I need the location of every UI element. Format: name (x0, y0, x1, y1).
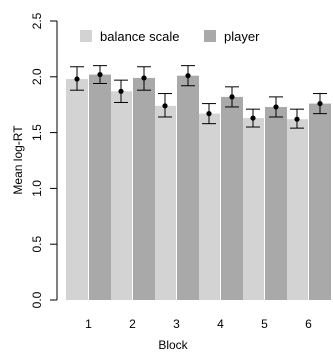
mean-point-balance-scale-block-3 (162, 103, 168, 109)
mean-point-balance-scale-block-4 (206, 111, 212, 117)
legend-label-player: player (224, 29, 260, 44)
x-tick-label-5: 5 (261, 317, 268, 331)
error-bars-layer (70, 65, 327, 129)
mean-point-balance-scale-block-6 (294, 116, 300, 122)
bar-balance-scale-block-1 (66, 79, 88, 300)
x-tick-label-1: 1 (85, 317, 92, 331)
y-tick-label-2.5: 2.5 (30, 12, 44, 29)
y-tick-label-1.5: 1.5 (30, 124, 44, 141)
mean-point-player-block-4 (229, 94, 235, 100)
bar-balance-scale-block-4 (198, 113, 220, 301)
bar-player-block-3 (177, 75, 199, 301)
mean-point-balance-scale-block-1 (74, 76, 80, 82)
x-axis: 1 2 3 4 5 6 (85, 317, 312, 331)
y-tick-label-2.0: 2.0 (30, 68, 44, 85)
y-axis-label: Mean log-RT (11, 125, 25, 195)
mean-point-balance-scale-block-5 (250, 115, 256, 121)
bar-balance-scale-block-3 (154, 105, 176, 300)
x-tick-label-2: 2 (129, 317, 136, 331)
mean-point-player-block-2 (141, 75, 147, 81)
legend-label-balance-scale: balance scale (100, 29, 180, 44)
y-tick-label-0.5: 0.5 (30, 236, 44, 253)
x-tick-label-4: 4 (217, 317, 224, 331)
mean-point-player-block-3 (185, 73, 191, 79)
y-axis: 0.0 0.5 1.0 1.5 2.0 2.5 (30, 12, 57, 308)
bar-balance-scale-block-5 (242, 118, 264, 300)
mean-point-player-block-6 (317, 100, 323, 107)
mean-point-balance-scale-block-2 (118, 88, 124, 94)
bar-player-block-5 (265, 106, 287, 300)
legend-swatch-player (204, 30, 216, 42)
bars-layer (66, 74, 331, 301)
bar-player-block-1 (89, 74, 111, 301)
mean-point-player-block-5 (273, 104, 279, 110)
y-tick-label-0.0: 0.0 (30, 291, 44, 308)
x-tick-label-6: 6 (305, 317, 312, 331)
legend: balance scale player (80, 29, 260, 44)
bar-player-block-6 (309, 103, 331, 300)
x-axis-label: Block (158, 338, 188, 352)
x-tick-label-3: 3 (173, 317, 180, 331)
bar-player-block-2 (133, 77, 155, 300)
bar-balance-scale-block-2 (110, 91, 132, 300)
bar-balance-scale-block-6 (286, 119, 308, 300)
y-tick-label-1.0: 1.0 (30, 180, 44, 197)
legend-swatch-balance-scale (80, 30, 92, 42)
mean-point-player-block-1 (97, 71, 103, 78)
bar-player-block-4 (221, 96, 243, 300)
